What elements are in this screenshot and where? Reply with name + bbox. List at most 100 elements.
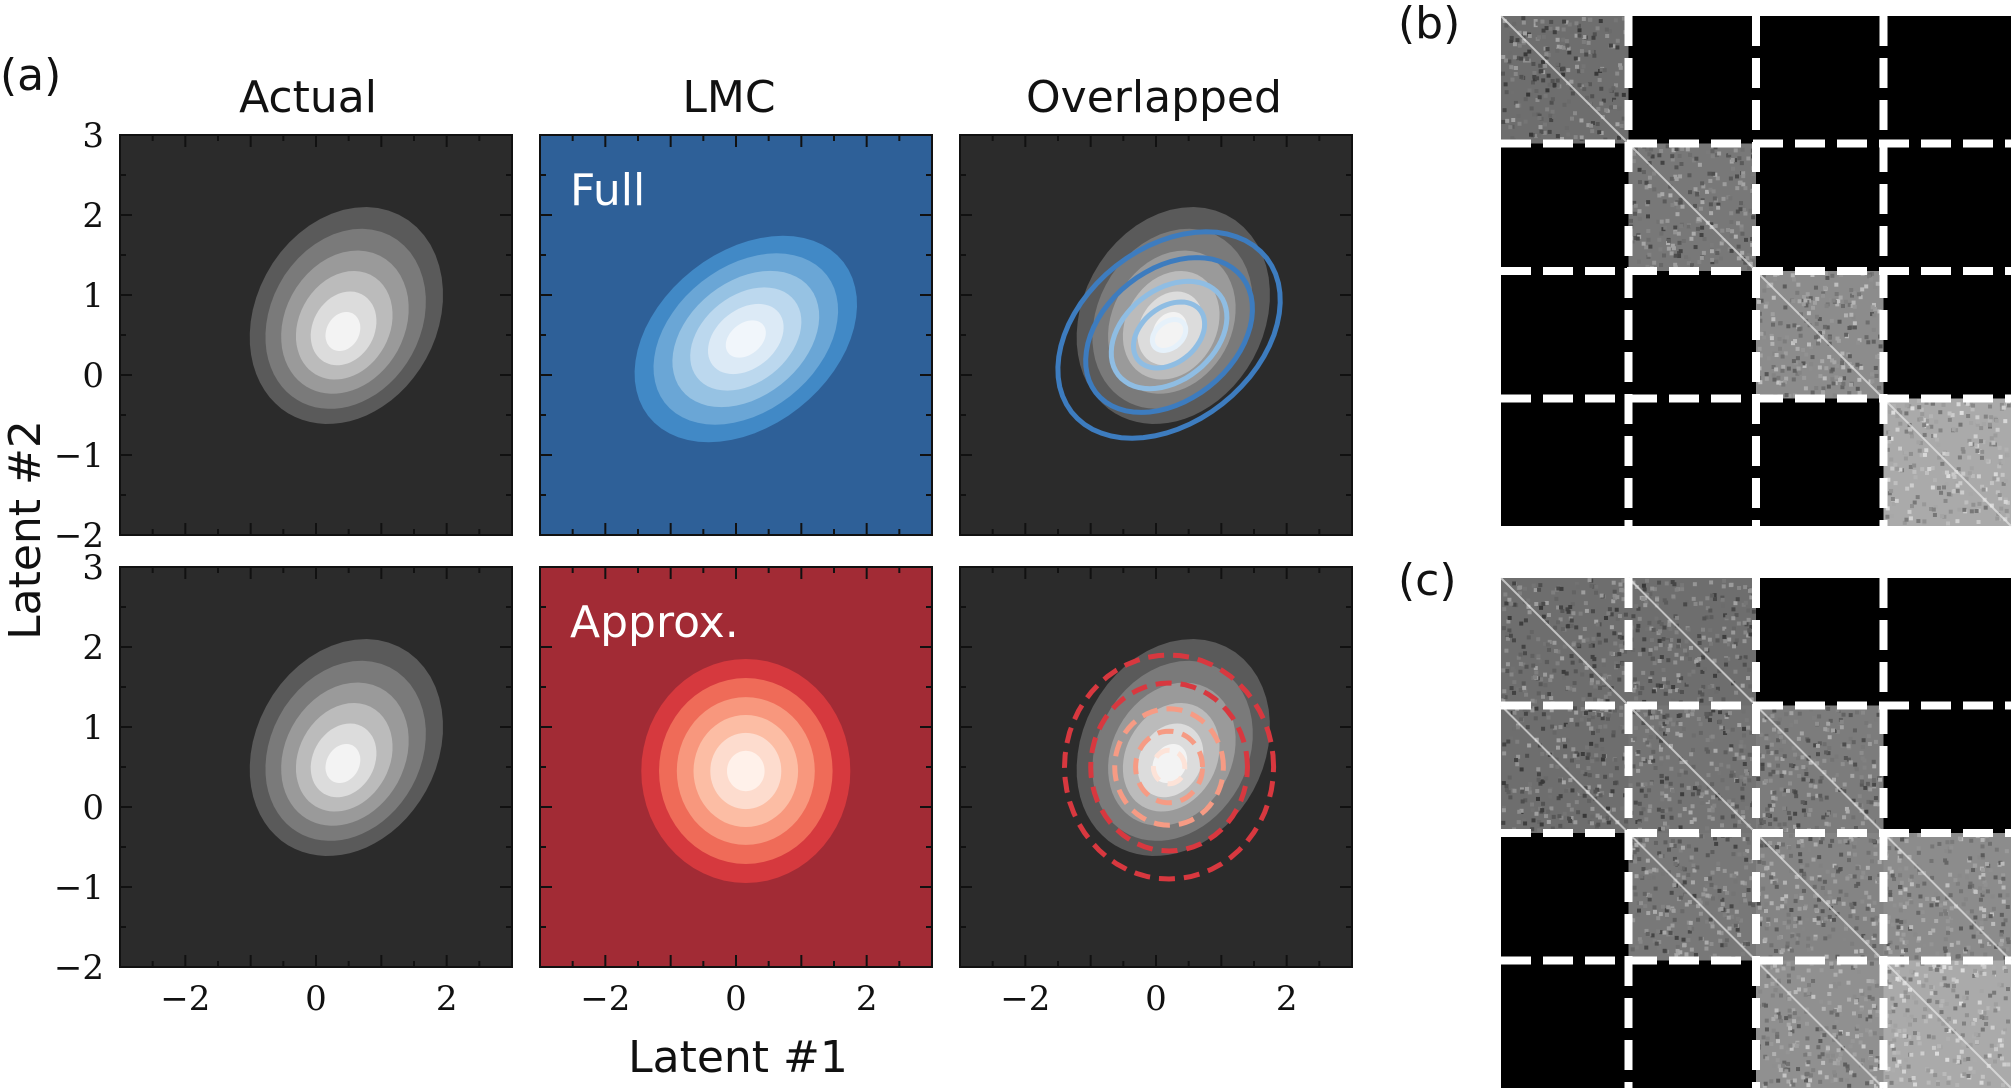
matrix-noise-pixel (1831, 298, 1836, 303)
matrix-noise-pixel (1593, 789, 1598, 794)
matrix-noise-pixel (1600, 747, 1605, 752)
matrix-noise-pixel (1821, 922, 1826, 927)
matrix-noise-pixel (1742, 881, 1747, 886)
matrix-noise-pixel (1764, 1027, 1769, 1032)
matrix-noise-pixel (1773, 918, 1778, 923)
matrix-noise-pixel (1576, 57, 1581, 62)
matrix-noise-pixel (1827, 934, 1832, 939)
matrix-noise-pixel (1647, 252, 1652, 257)
matrix-noise-pixel (1507, 615, 1512, 620)
matrix-noise-pixel (1844, 926, 1849, 931)
matrix-noise-pixel (1972, 973, 1977, 978)
matrix-noise-pixel (1781, 364, 1786, 369)
matrix-noise-pixel (1872, 782, 1877, 787)
matrix-noise-pixel (1516, 820, 1521, 825)
matrix-noise-pixel (1619, 712, 1624, 717)
matrix-noise-pixel (1943, 498, 1948, 503)
matrix-noise-pixel (1741, 755, 1746, 760)
matrix-noise-pixel (1849, 902, 1854, 907)
matrix-noise-pixel (1939, 969, 1944, 974)
matrix-noise-pixel (1788, 781, 1793, 786)
matrix-noise-pixel (1576, 810, 1581, 815)
matrix-noise-pixel (1546, 715, 1551, 720)
matrix-panel-c (1500, 577, 2012, 1089)
matrix-noise-pixel (1859, 948, 1864, 953)
matrix-noise-pixel (1945, 1057, 1950, 1062)
matrix-noise-pixel (1523, 711, 1528, 716)
matrix-noise-pixel (1833, 381, 1838, 386)
matrix-noise-pixel (1777, 717, 1782, 722)
matrix-noise-pixel (1666, 932, 1671, 937)
matrix-noise-pixel (1981, 873, 1986, 878)
matrix-noise-pixel (2004, 849, 2009, 854)
matrix-noise-pixel (1652, 867, 1657, 872)
matrix-noise-pixel (1735, 186, 1740, 191)
matrix-noise-pixel (1778, 1068, 1783, 1073)
matrix-noise-pixel (1830, 377, 1835, 382)
matrix-noise-pixel (1769, 1042, 1774, 1047)
matrix-noise-pixel (1671, 722, 1676, 727)
matrix-noise-pixel (1780, 904, 1785, 909)
matrix-noise-pixel (1661, 667, 1666, 672)
matrix-noise-pixel (1969, 466, 1974, 471)
matrix-noise-pixel (1974, 509, 1979, 514)
matrix-noise-pixel (1791, 1008, 1796, 1013)
matrix-noise-pixel (1725, 729, 1730, 734)
matrix-noise-pixel (2003, 1027, 2008, 1032)
matrix-noise-pixel (1705, 596, 1710, 601)
matrix-noise-pixel (1619, 635, 1624, 640)
matrix-noise-pixel (1764, 736, 1769, 741)
matrix-noise-pixel (1886, 943, 1891, 948)
matrix-noise-pixel (1633, 892, 1638, 897)
matrix-noise-pixel (1827, 991, 1832, 996)
matrix-noise-pixel (1694, 659, 1699, 664)
matrix-noise-pixel (1843, 1062, 1848, 1067)
matrix-noise-pixel (1550, 826, 1555, 831)
matrix-noise-pixel (1597, 673, 1602, 678)
matrix-noise-pixel (1746, 676, 1751, 681)
matrix-noise-pixel (1619, 648, 1624, 653)
matrix-noise-pixel (1843, 318, 1848, 323)
matrix-noise-pixel (1986, 1006, 1991, 1011)
matrix-noise-pixel (1924, 978, 1929, 983)
matrix-noise-pixel (1913, 932, 1918, 937)
matrix-noise-pixel (1803, 906, 1808, 911)
matrix-noise-pixel (1607, 607, 1612, 612)
matrix-noise-pixel (1830, 757, 1835, 762)
matrix-noise-pixel (1710, 808, 1715, 813)
matrix-noise-pixel (1968, 492, 1973, 497)
matrix-noise-pixel (1589, 726, 1594, 731)
matrix-noise-pixel (1662, 598, 1667, 603)
matrix-noise-pixel (1899, 993, 1904, 998)
matrix-noise-pixel (1913, 1018, 1918, 1023)
matrix-noise-pixel (1651, 749, 1656, 754)
matrix-noise-pixel (1780, 1063, 1785, 1068)
matrix-noise-pixel (1546, 819, 1551, 824)
matrix-noise-pixel (1581, 64, 1586, 69)
matrix-noise-pixel (1766, 737, 1771, 742)
matrix-noise-pixel (1815, 375, 1820, 380)
matrix-noise-pixel (1772, 708, 1777, 713)
matrix-noise-pixel (1745, 256, 1750, 261)
matrix-noise-pixel (1589, 123, 1594, 128)
matrix-noise-pixel (1559, 605, 1564, 610)
matrix-block-zero (1628, 16, 1756, 144)
matrix-noise-pixel (1864, 721, 1869, 726)
matrix-noise-pixel (1558, 617, 1563, 622)
matrix-noise-pixel (1782, 754, 1787, 759)
matrix-noise-pixel (1660, 904, 1665, 909)
matrix-noise-pixel (1549, 695, 1554, 700)
matrix-noise-pixel (1822, 920, 1827, 925)
matrix-noise-pixel (1940, 461, 1945, 466)
matrix-noise-pixel (1887, 866, 1892, 871)
matrix-noise-pixel (1613, 757, 1618, 762)
matrix-noise-pixel (1796, 366, 1801, 371)
matrix-noise-pixel (1555, 764, 1560, 769)
matrix-noise-pixel (1666, 238, 1671, 243)
subplot-ticks (539, 566, 933, 968)
matrix-noise-pixel (1932, 512, 1937, 517)
matrix-noise-pixel (1504, 784, 1509, 789)
matrix-noise-pixel (1760, 873, 1765, 878)
matrix-noise-pixel (1746, 888, 1751, 893)
